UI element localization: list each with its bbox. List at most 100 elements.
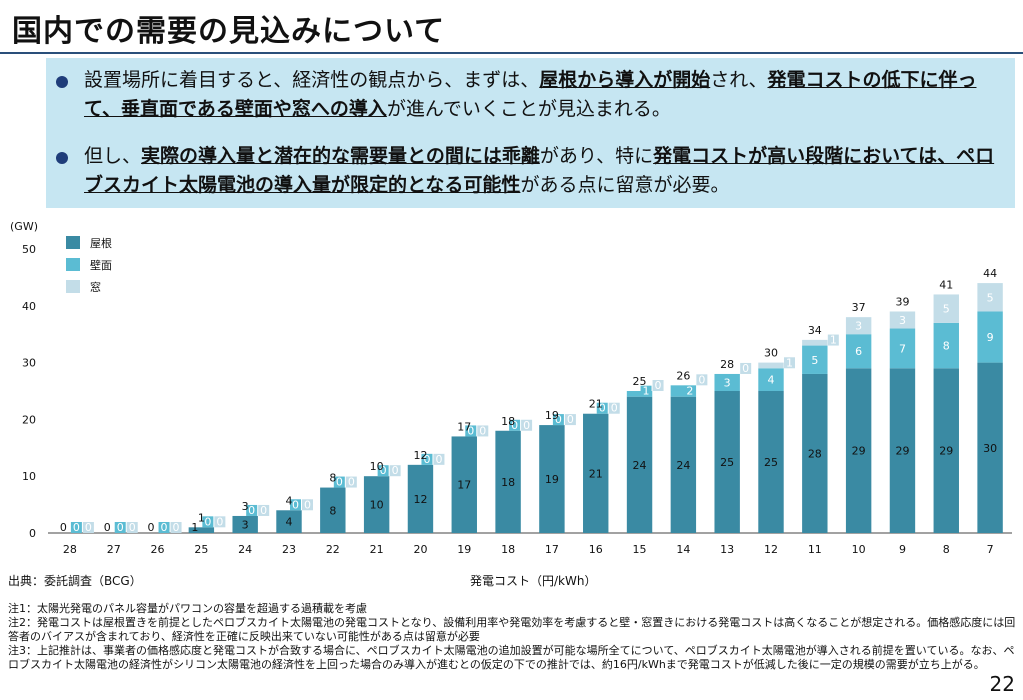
segment-value-label: 1 — [786, 356, 793, 369]
segment-value-label: 0 — [611, 402, 618, 415]
bar-segment — [977, 283, 1003, 312]
small-segment-marker — [377, 465, 389, 477]
segment-value-label: 29 — [852, 445, 866, 458]
segment-value-label: 0 — [304, 498, 311, 511]
summary-box: 設置場所に着目すると、経済性の観点から、まずは、屋根から導入が開始され、発電コス… — [46, 58, 1015, 208]
segment-value-label: 24 — [633, 459, 647, 472]
bar-segment — [276, 510, 302, 533]
segment-value-label: 1 — [830, 334, 837, 347]
bullet-dot-icon — [56, 76, 68, 88]
bar-total-label: 25 — [633, 375, 647, 388]
segment-value-label: 12 — [413, 493, 427, 506]
segment-value-label: 0 — [204, 515, 211, 528]
y-tick-label: 40 — [22, 300, 36, 313]
legend-label: 壁面 — [90, 258, 112, 272]
segment-value-label: 8 — [329, 504, 336, 517]
segment-value-label: 0 — [60, 521, 67, 534]
segment-value-label: 0 — [161, 521, 168, 534]
small-segment-marker — [214, 516, 226, 528]
x-tick-label: 20 — [413, 543, 427, 556]
x-tick-label: 14 — [676, 543, 690, 556]
small-segment-marker — [345, 476, 357, 488]
bullet-dot-icon — [56, 152, 68, 164]
segment-value-label: 0 — [523, 419, 530, 432]
y-tick-label: 20 — [22, 413, 36, 426]
bar-segment — [977, 362, 1003, 533]
segment-value-label: 0 — [423, 453, 430, 466]
segment-value-label: 19 — [545, 473, 559, 486]
y-tick-label: 30 — [22, 357, 36, 370]
x-tick-label: 12 — [764, 543, 778, 556]
segment-value-label: 0 — [129, 521, 136, 534]
summary-run: が進んでいくことが見込まれる。 — [386, 98, 671, 120]
x-tick-label: 9 — [899, 543, 906, 556]
bar-segment — [889, 311, 916, 329]
bar-segment — [802, 345, 828, 374]
x-tick-label: 7 — [987, 543, 994, 556]
small-segment-marker — [202, 516, 214, 528]
segment-value-label: 0 — [216, 515, 223, 528]
segment-value-label: 0 — [555, 413, 562, 426]
x-tick-label: 19 — [457, 543, 471, 556]
bar-segment — [539, 425, 565, 533]
small-segment-marker — [290, 499, 301, 511]
summary-run: 設置場所に着目すると、経済性の観点から、まずは、 — [84, 69, 540, 91]
summary-text-2: 但し、実際の導入量と潜在的な需要量との間には乖離があり、特に発電コストが高い段階… — [56, 142, 1001, 200]
legend-swatch — [66, 258, 80, 271]
small-segment-marker — [246, 504, 258, 516]
bar-segment — [188, 527, 215, 533]
small-segment-marker — [640, 385, 652, 397]
small-segment-marker — [608, 402, 620, 414]
bar-total-label: 34 — [808, 324, 822, 337]
bar-segment — [451, 436, 477, 533]
y-tick-label: 0 — [29, 527, 36, 540]
x-tick-label: 13 — [720, 543, 734, 556]
small-segment-marker — [652, 380, 664, 391]
segment-value-label: 5 — [987, 291, 994, 304]
segment-value-label: 4 — [286, 516, 293, 529]
small-segment-marker — [564, 414, 576, 426]
segment-value-label: 0 — [511, 419, 518, 432]
bar-total-label: 26 — [676, 369, 690, 382]
bar-segment — [670, 396, 697, 533]
footnote-3: 注3：上記推計は、事業者の価格感応度と発電コストが合致する場合に、ペロブスカイト… — [8, 644, 1015, 671]
bar-segment — [845, 368, 872, 533]
page-number: 22 — [989, 672, 1015, 696]
segment-value-label: 6 — [855, 345, 862, 358]
small-segment-marker — [258, 504, 270, 516]
bar-total-label: 3 — [242, 500, 249, 513]
bar-segment — [933, 368, 959, 533]
bar-segment — [889, 368, 916, 533]
bar-segment — [232, 515, 258, 533]
bar-segment — [802, 373, 828, 533]
segment-value-label: 0 — [292, 498, 299, 511]
bar-segment — [363, 476, 390, 533]
bar-total-label: 44 — [983, 267, 997, 280]
y-tick-label: 10 — [22, 470, 36, 483]
segment-value-label: 5 — [811, 354, 818, 367]
bar-total-label: 39 — [895, 295, 909, 308]
summary-emphasis: 屋根から導入が開始 — [539, 69, 711, 91]
x-tick-label: 18 — [501, 543, 515, 556]
small-segment-marker — [302, 499, 313, 511]
segment-value-label: 29 — [895, 445, 909, 458]
summary-bullet-2: 但し、実際の導入量と潜在的な需要量との間には乖離があり、特に発電コストが高い段階… — [56, 142, 1001, 200]
legend-swatch — [66, 236, 80, 249]
x-tick-label: 25 — [194, 543, 208, 556]
segment-value-label: 29 — [939, 445, 953, 458]
bar-total-label: 8 — [329, 472, 336, 485]
summary-run: 但し、 — [84, 145, 142, 167]
bar-total-label: 18 — [501, 415, 515, 428]
segment-value-label: 0 — [479, 424, 486, 437]
bar-segment — [407, 464, 434, 533]
summary-emphasis: 発電コストが高い段階においては、ペロブスカイト太陽電池の導入量が限定的となる可能… — [84, 145, 995, 196]
segment-value-label: 1 — [191, 521, 198, 534]
small-segment-marker — [82, 522, 94, 533]
summary-run: があり、特に — [539, 145, 654, 167]
small-segment-marker — [552, 414, 564, 426]
bar-segment — [933, 294, 959, 323]
segment-value-label: 0 — [467, 424, 474, 437]
small-segment-marker — [170, 522, 182, 533]
page-title: 国内での需要の見込みについて — [12, 14, 446, 49]
